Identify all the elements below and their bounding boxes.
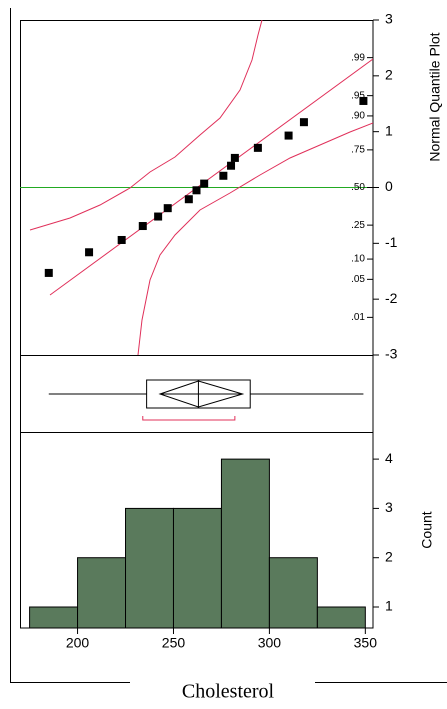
- y-tick-label: -3: [385, 346, 398, 362]
- probability-tick-label: .99: [351, 52, 365, 63]
- bar: [125, 507, 174, 629]
- probability-tick-label: .25: [351, 220, 365, 231]
- bar: [172, 507, 222, 629]
- point: [85, 248, 94, 257]
- bar: [316, 606, 366, 629]
- probability-tick-label: .90: [351, 111, 365, 122]
- point: [230, 153, 239, 162]
- y-axis-title: Normal Quantile Plot: [427, 32, 443, 161]
- point: [359, 96, 368, 105]
- probability-tick-label: .05: [351, 274, 365, 285]
- point: [192, 186, 201, 195]
- point: [44, 268, 53, 277]
- y-tick-label: -1: [385, 234, 398, 250]
- y-tick-label: 3: [385, 499, 393, 515]
- probability-tick-label: .95: [351, 90, 365, 101]
- point: [227, 161, 236, 170]
- x-tick-label: 200: [66, 635, 90, 651]
- y-tick-label: 1: [385, 598, 393, 614]
- point: [200, 179, 209, 188]
- point: [138, 222, 147, 231]
- variable-title: Cholesterol: [182, 681, 275, 703]
- y-tick-label: 4: [385, 450, 393, 466]
- shortest-half: [142, 416, 236, 421]
- point: [253, 143, 262, 152]
- probability-tick-label: .01: [351, 312, 365, 323]
- bar: [268, 557, 318, 629]
- x-tick-label: 250: [162, 635, 186, 651]
- point: [184, 195, 193, 204]
- point: [219, 171, 228, 180]
- x-tick-label: 300: [258, 635, 282, 651]
- x-tick-label: 350: [354, 635, 378, 651]
- y-tick-label: 3: [385, 11, 393, 27]
- bar: [220, 458, 270, 629]
- y-tick-label: -2: [385, 290, 398, 306]
- y-tick-label: 1: [385, 122, 393, 138]
- confidence-band: [29, 20, 263, 231]
- point: [284, 131, 293, 140]
- point: [154, 212, 163, 221]
- bar: [77, 557, 127, 629]
- point: [299, 118, 308, 127]
- bar: [29, 606, 79, 629]
- point: [163, 204, 172, 213]
- fit-line: [49, 58, 373, 296]
- y-tick-label: 0: [385, 178, 393, 194]
- y-tick-label: 2: [385, 67, 393, 83]
- probability-tick-label: .75: [351, 145, 365, 156]
- probability-tick-label: .50: [351, 182, 365, 193]
- point: [117, 235, 126, 244]
- confidence-band: [137, 122, 373, 355]
- y-tick-label: 2: [385, 548, 393, 564]
- y-axis-title: Count: [419, 511, 435, 548]
- probability-tick-label: .10: [351, 254, 365, 265]
